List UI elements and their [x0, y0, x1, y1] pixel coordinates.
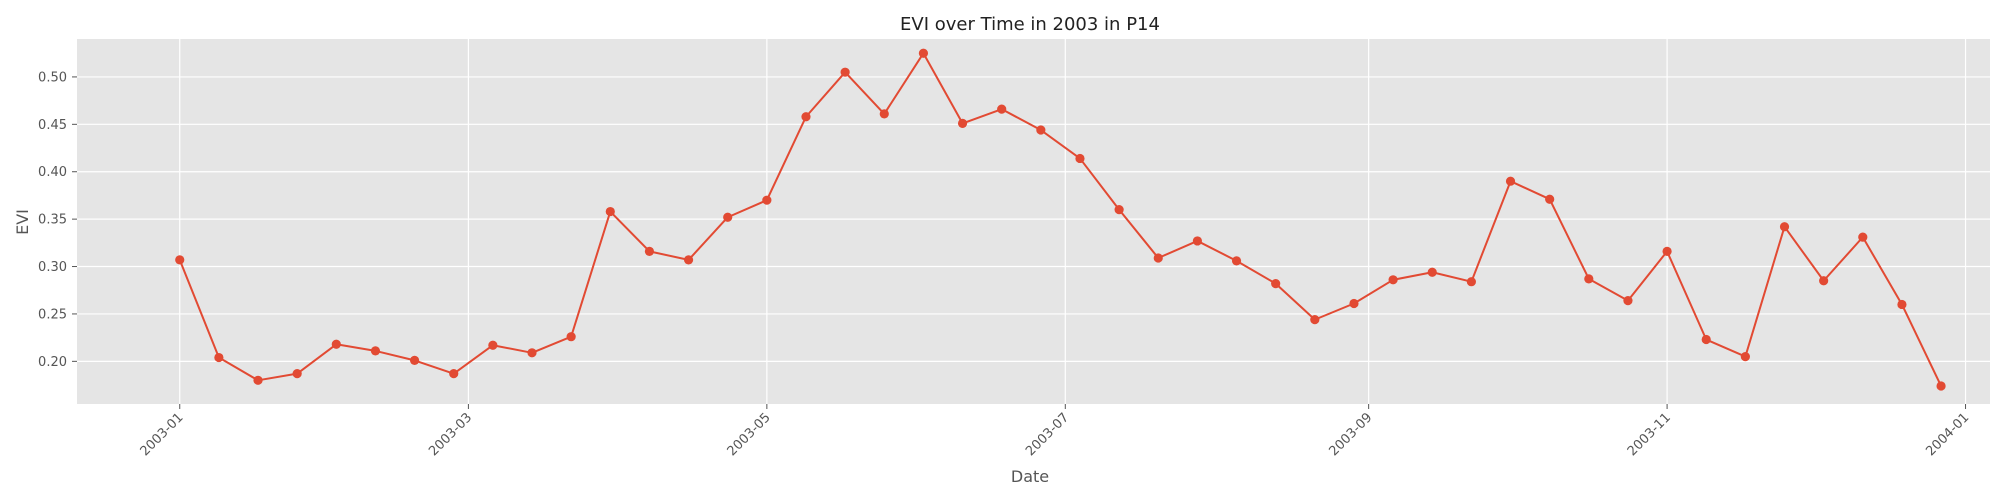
- y-axis-label: EVI: [13, 209, 32, 235]
- plot-area: [77, 39, 1990, 404]
- data-point: [292, 369, 302, 379]
- data-point: [1819, 276, 1829, 286]
- data-point: [723, 212, 733, 222]
- data-point: [175, 255, 185, 265]
- data-point: [997, 104, 1007, 114]
- data-point: [331, 339, 341, 349]
- data-point: [409, 355, 420, 365]
- x-tick-label: 2003-03: [426, 410, 475, 459]
- x-tick-label: 2003-11: [1625, 410, 1674, 459]
- y-tick-label: 0.30: [38, 260, 67, 275]
- data-point: [1231, 256, 1242, 266]
- data-point: [1740, 351, 1750, 362]
- x-tick-label: 2003-07: [1023, 410, 1072, 459]
- data-point: [1466, 277, 1476, 287]
- data-point: [1349, 298, 1359, 309]
- series-line: [178, 52, 1942, 387]
- data-point: [1075, 153, 1085, 164]
- data-point: [488, 340, 498, 350]
- data-point: [1505, 176, 1516, 186]
- data-point: [1192, 236, 1203, 246]
- data-point: [1779, 222, 1790, 232]
- series-layer: [175, 48, 1946, 391]
- x-tick-label: 2004-01: [1923, 410, 1972, 459]
- data-point: [1936, 381, 1946, 391]
- x-axis-ticks: 2003-01 2003-03 2003-05 2003-07 2003-09 2003-…: [138, 404, 1972, 459]
- data-point: [1153, 253, 1163, 263]
- data-point: [879, 109, 889, 119]
- data-point: [1036, 125, 1046, 135]
- data-point: [918, 48, 929, 58]
- y-tick-label: 0.25: [38, 307, 67, 322]
- data-point: [1388, 275, 1398, 285]
- data-point: [1114, 205, 1124, 215]
- data-point: [762, 195, 772, 205]
- grid-lines: [77, 39, 1990, 404]
- data-point: [605, 206, 615, 217]
- data-point: [214, 352, 224, 363]
- data-point: [1701, 334, 1711, 345]
- data-point: [683, 255, 694, 265]
- y-tick-label: 0.45: [38, 118, 67, 133]
- data-point: [957, 118, 968, 128]
- data-point: [566, 332, 576, 342]
- y-tick-label: 0.40: [38, 165, 67, 180]
- data-point: [1310, 315, 1320, 325]
- data-point: [1662, 246, 1672, 256]
- data-point: [801, 112, 811, 122]
- y-tick-label: 0.35: [38, 213, 67, 228]
- data-point: [1427, 267, 1437, 277]
- data-point: [370, 346, 381, 356]
- data-point: [840, 67, 850, 77]
- data-point: [644, 246, 655, 256]
- y-axis-ticks: 0.20 0.25 0.30 0.35 0.40 0.45 0.50: [38, 70, 77, 370]
- data-point: [1545, 194, 1555, 204]
- y-tick-label: 0.20: [38, 355, 67, 370]
- data-point: [1623, 296, 1633, 306]
- data-point: [253, 375, 263, 385]
- x-tick-label: 2003-05: [725, 410, 774, 459]
- x-axis-label: Date: [1011, 467, 1049, 486]
- data-point: [1858, 232, 1868, 242]
- x-tick-label: 2003-09: [1326, 410, 1375, 459]
- data-point: [449, 369, 459, 379]
- data-point: [1584, 274, 1594, 284]
- data-point: [1897, 299, 1907, 310]
- data-point: [1271, 278, 1281, 289]
- data-point: [527, 348, 537, 358]
- y-tick-label: 0.50: [38, 70, 67, 85]
- chart-title: EVI over Time in 2003 in P14: [900, 14, 1160, 35]
- x-tick-label: 2003-01: [138, 410, 187, 459]
